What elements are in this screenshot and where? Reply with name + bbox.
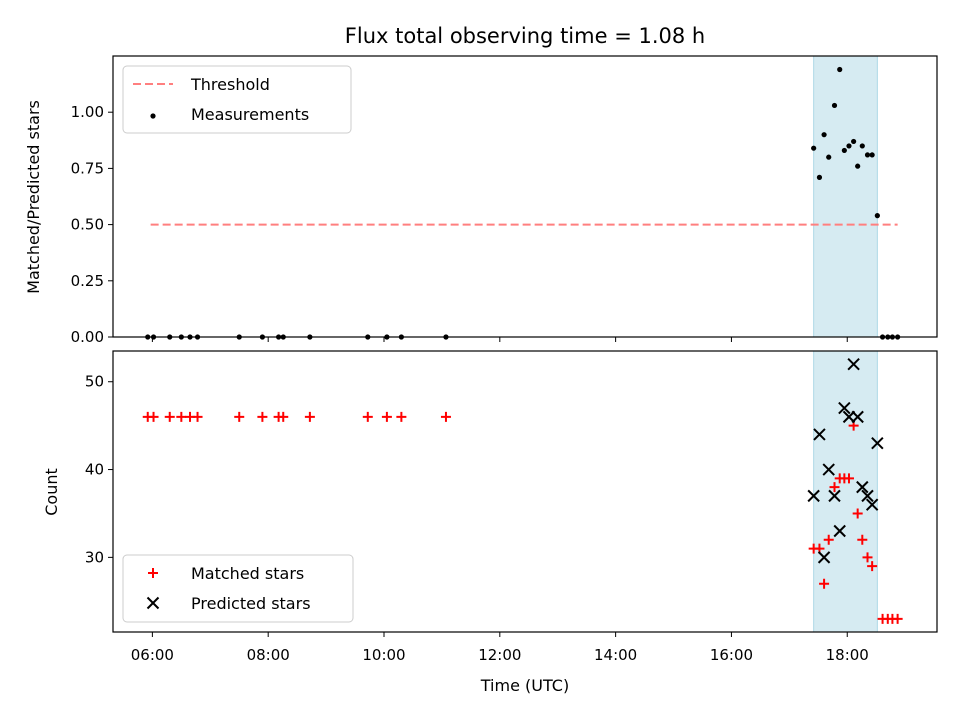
ratio-marker-0-24 (855, 163, 861, 169)
ratio-marker-0-22 (846, 143, 852, 149)
ratio-marker-0-18 (826, 154, 832, 160)
ratio-marker-0-27 (869, 152, 875, 158)
ratio-marker-0-16 (816, 174, 823, 180)
count-marker-0-13 (396, 411, 407, 422)
count-marker-1-8 (847, 357, 860, 371)
count-axes-frame (112, 350, 938, 633)
count-marker-1-2 (817, 551, 831, 564)
count-marker-1-5 (833, 524, 846, 538)
ratio-legend-swatch-1 (150, 113, 156, 119)
count-marker-0-6 (234, 411, 245, 422)
ratio-marker-0-28 (874, 213, 880, 219)
count-y-tick-label-1: 40 (85, 461, 104, 479)
ratio-y-tick-label-4: 1.00 (71, 103, 104, 121)
ratio-marker-0-26 (864, 152, 871, 158)
count-marker-0-12 (381, 411, 392, 422)
x-tick-label-2: 10:00 (362, 646, 405, 664)
count-marker-0-10 (304, 411, 315, 422)
x-tick-label-3: 12:00 (478, 646, 521, 664)
count-marker-0-1 (148, 411, 159, 422)
count-marker-0-26 (862, 552, 873, 563)
ratio-panel: 0.00 0.25 0.50 0.75 1.00 Threshold Measurement… (71, 55, 938, 346)
count-legend: Matched stars Predicted stars (122, 554, 354, 623)
ratio-marker-0-25 (859, 143, 865, 149)
x-tick-label-6: 18:00 (826, 646, 869, 664)
ratio-legend-label-0: Threshold (190, 75, 270, 94)
x-tick-label-5: 16:00 (710, 646, 753, 664)
count-marker-0-25 (857, 534, 868, 545)
count-marker-1-13 (871, 436, 884, 450)
count-marker-1-12 (865, 498, 879, 511)
count-marker-1-10 (856, 480, 869, 494)
count-marker-1-9 (851, 410, 864, 424)
count-legend-box (122, 554, 354, 623)
ratio-legend-box (122, 65, 352, 134)
chart-title: Flux total observing time = 1.08 h (345, 24, 705, 48)
count-marker-0-17 (819, 578, 830, 589)
ratio-axes-frame (112, 55, 938, 338)
count-marker-0-9 (278, 411, 289, 422)
count-marker-0-31 (892, 613, 903, 624)
count-marker-1-4 (828, 489, 841, 503)
count-marker-0-5 (192, 411, 203, 422)
count-legend-label-1: Predicted stars (191, 594, 311, 613)
ratio-legend-label-1: Measurements (191, 105, 309, 124)
count-marker-1-1 (813, 428, 826, 441)
ratio-marker-0-17 (821, 132, 827, 138)
x-axis-label: Time (UTC) (480, 676, 569, 695)
ratio-y-tick-label-1: 0.25 (71, 272, 104, 290)
count-marker-1-3 (822, 463, 835, 476)
ratio-y-tick-label-0: 0.00 (71, 328, 104, 346)
count-marker-1-0 (807, 489, 820, 503)
count-y-tick-label-0: 30 (85, 548, 104, 566)
ratio-marker-0-15 (811, 145, 817, 151)
x-tick-label-1: 08:00 (247, 646, 290, 664)
count-marker-0-19 (829, 482, 840, 493)
count-legend-swatch-1 (146, 596, 160, 610)
ratio-marker-0-23 (851, 138, 857, 145)
ratio-y-tick-label-2: 0.50 (71, 216, 104, 234)
count-marker-0-24 (852, 508, 863, 519)
count-marker-0-11 (362, 411, 373, 422)
ratio-highlight-span (813, 55, 878, 338)
x-tick-label-4: 14:00 (594, 646, 637, 664)
x-tick-label-0: 06:00 (131, 646, 174, 664)
ratio-marker-0-19 (831, 102, 838, 109)
count-y-tick-label-2: 50 (85, 373, 104, 391)
count-legend-swatch-0 (148, 568, 158, 578)
count-legend-label-0: Matched stars (191, 564, 304, 583)
ratio-marker-0-20 (837, 66, 843, 73)
count-marker-0-18 (823, 534, 834, 545)
count-marker-0-14 (440, 411, 451, 422)
count-marker-1-6 (838, 401, 851, 415)
count-marker-0-2 (164, 411, 175, 422)
count-y-axis-label: Count (42, 468, 61, 516)
ratio-y-tick-label-3: 0.75 (71, 159, 104, 177)
ratio-legend: Threshold Measurements (122, 65, 352, 134)
ratio-y-axis-label: Matched/Predicted stars (24, 100, 43, 294)
count-marker-1-11 (861, 489, 874, 503)
ratio-marker-0-21 (841, 147, 847, 154)
count-marker-0-22 (843, 473, 854, 484)
count-marker-0-7 (257, 411, 268, 422)
count-marker-0-27 (867, 561, 878, 572)
count-panel: 30 40 50 06:00 08:00 10:00 12:00 14:00 16:00 18:0… (85, 350, 938, 664)
count-marker-0-3 (176, 411, 187, 422)
